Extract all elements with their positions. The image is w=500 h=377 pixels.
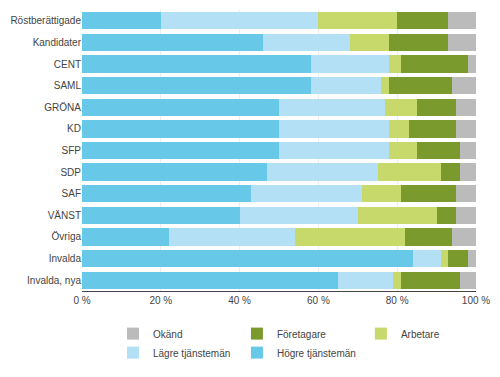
svg-text:100 %: 100 % [462,295,490,306]
svg-text:CENT: CENT [54,59,81,70]
svg-text:Lägre tjänstemän: Lägre tjänstemän [153,348,230,359]
svg-text:SFP: SFP [62,145,82,156]
svg-text:Kandidater: Kandidater [33,37,82,48]
svg-text:GRÖNA: GRÖNA [44,102,81,113]
svg-text:Företagare: Företagare [277,329,326,340]
svg-text:0 %: 0 % [73,295,90,306]
svg-text:Okänd: Okänd [153,329,182,340]
svg-text:20 %: 20 % [149,295,172,306]
svg-text:Invalda: Invalda [49,253,82,264]
svg-text:SAML: SAML [54,80,82,91]
svg-text:Invalda, nya: Invalda, nya [27,275,81,286]
svg-text:Arbetare: Arbetare [401,329,440,340]
svg-text:60 %: 60 % [307,295,330,306]
svg-text:KD: KD [67,123,81,134]
svg-text:Övriga: Övriga [52,231,82,242]
svg-text:Högre tjänstemän: Högre tjänstemän [277,348,356,359]
svg-text:VÄNST: VÄNST [48,210,81,221]
svg-text:Röstberättigade: Röstberättigade [10,15,81,26]
svg-text:SAF: SAF [62,188,81,199]
svg-text:40 %: 40 % [228,295,251,306]
svg-text:SDP: SDP [60,167,81,178]
svg-text:80 %: 80 % [386,295,409,306]
